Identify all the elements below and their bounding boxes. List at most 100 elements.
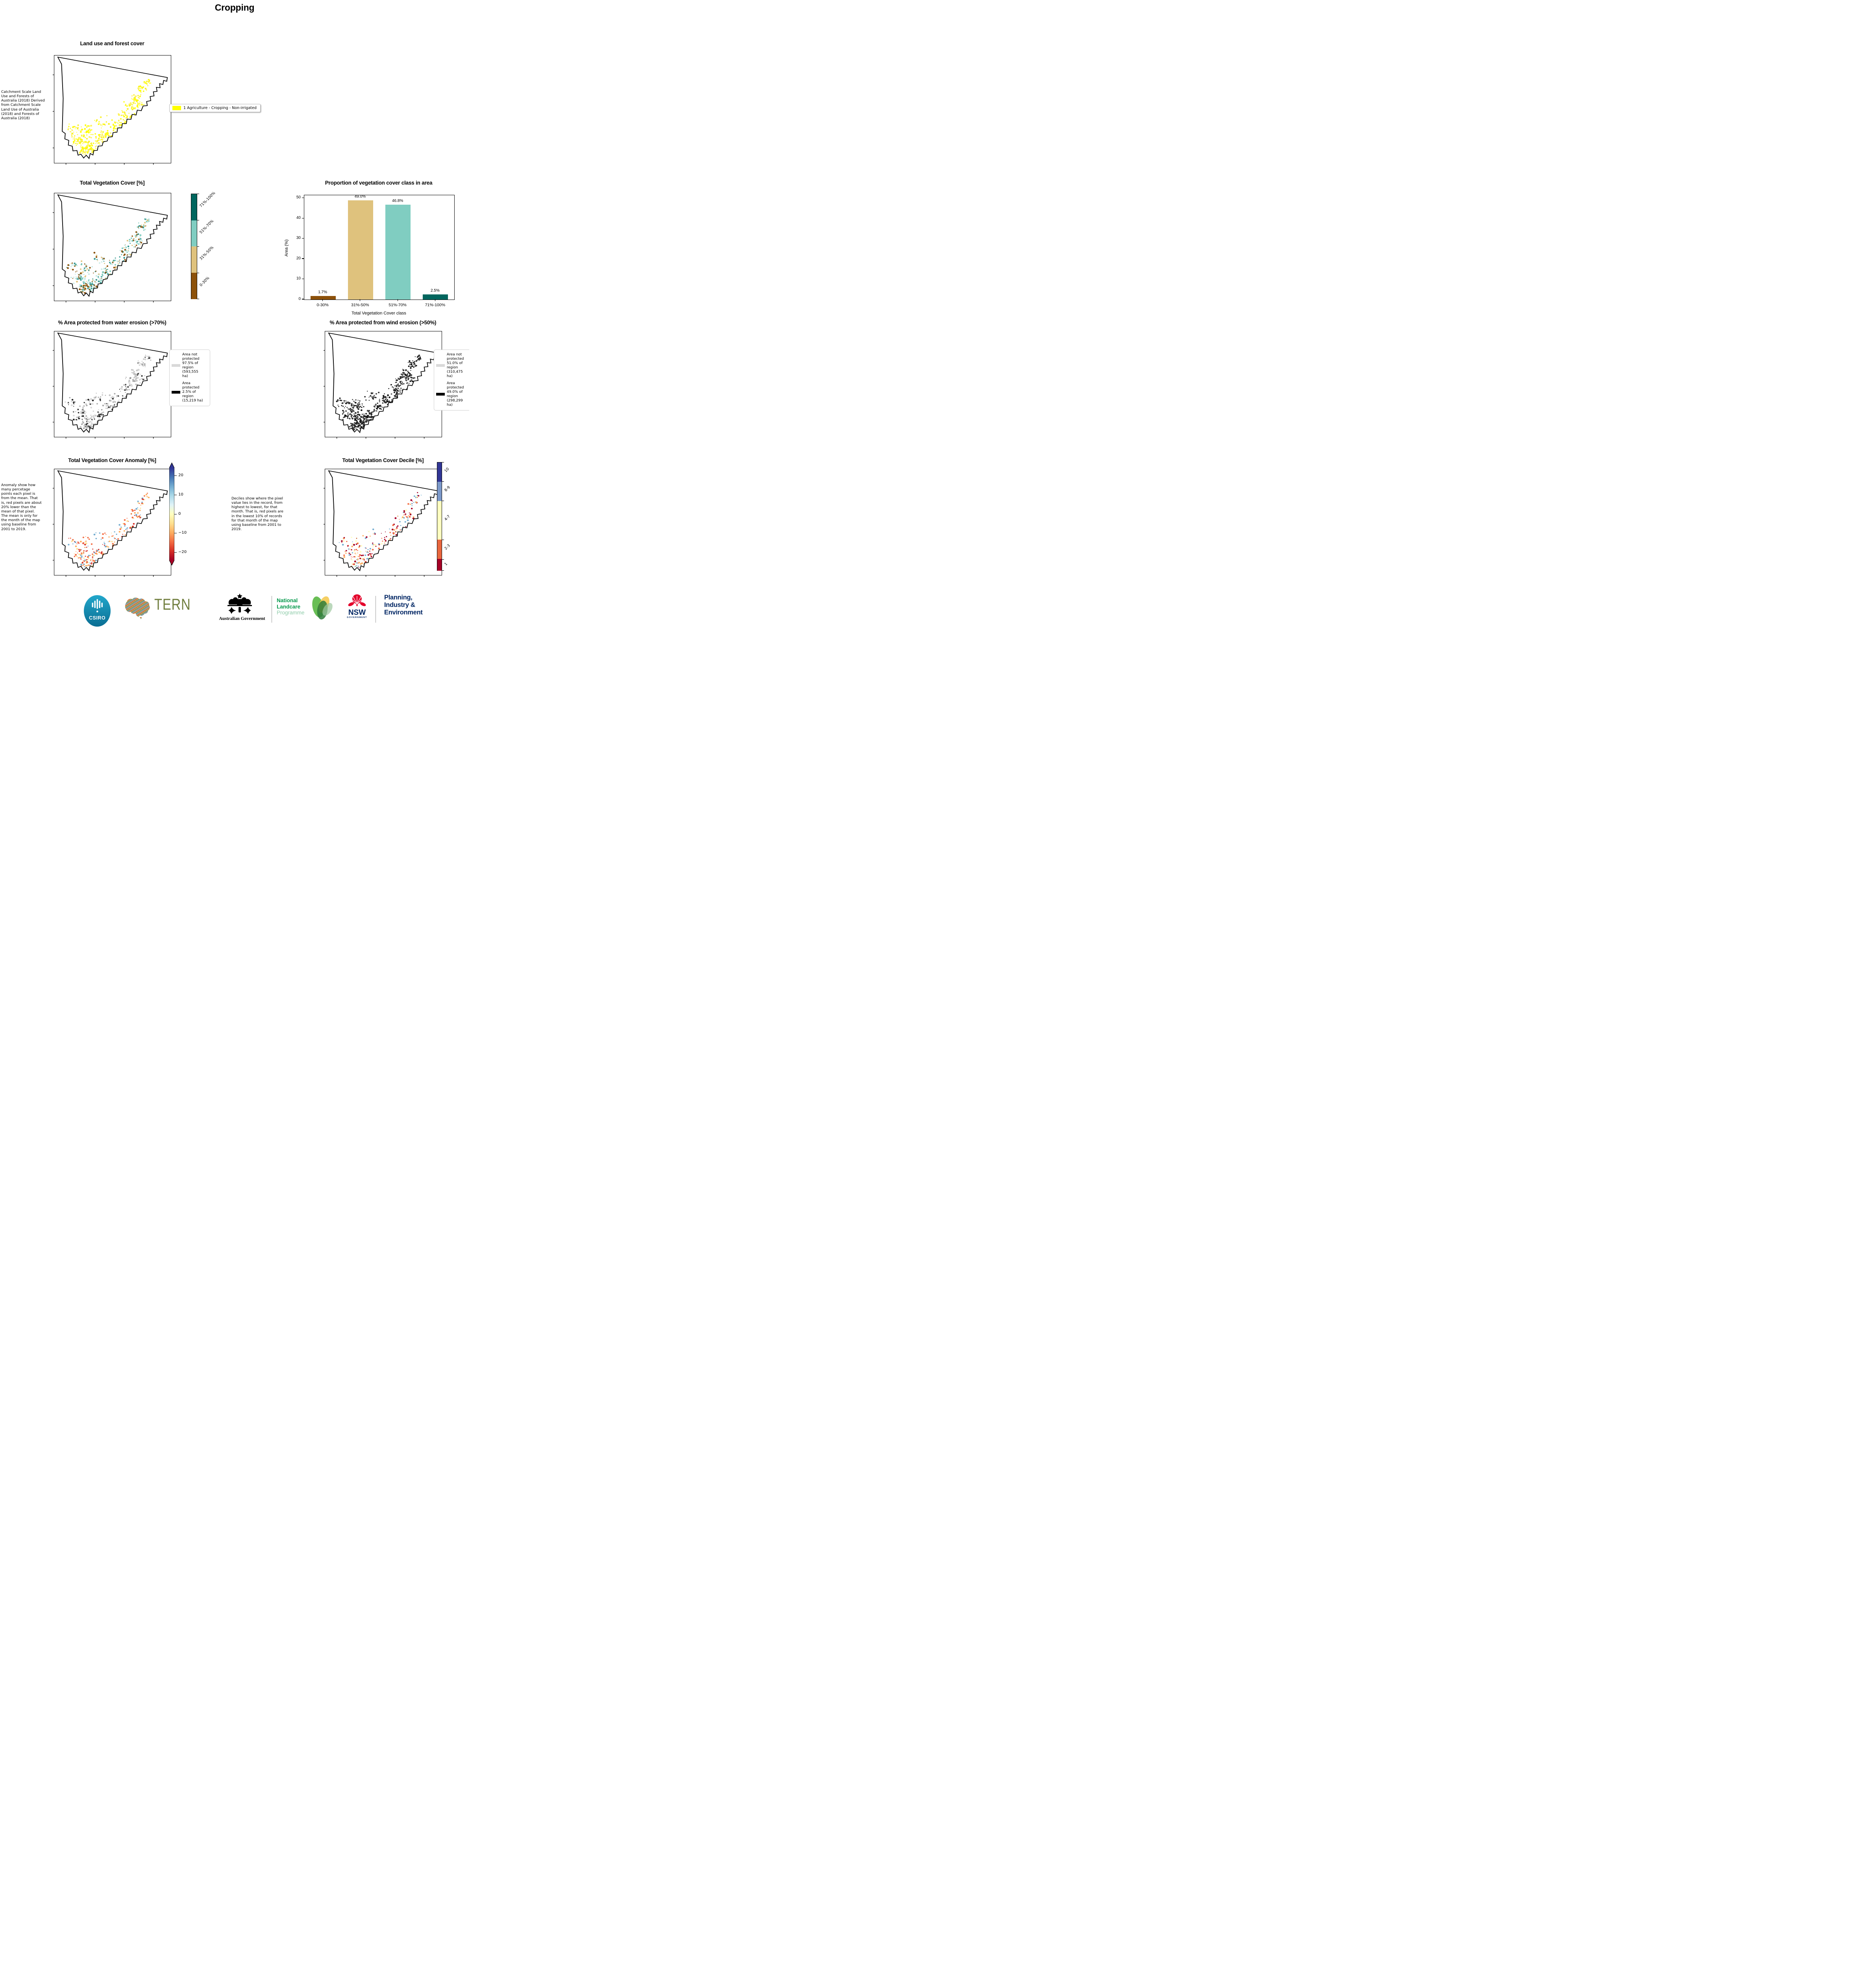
colorbar-tick-label: 20: [178, 473, 183, 477]
landcare-label-line3: Programme: [277, 610, 305, 616]
x-tick-label: 51%-70%: [389, 303, 407, 307]
legend-text: Area not protected 97.5% of region (593,…: [182, 353, 200, 378]
x-tick-label: 31%-50%: [351, 303, 369, 307]
legend-swatch: [436, 364, 445, 367]
colorbar-segment: [437, 481, 442, 501]
landuse-source-text: Catchment Scale Land Use and Forests of …: [1, 90, 45, 120]
barchart-xlabel: Total Vegetation Cover class: [352, 311, 406, 316]
bar: [348, 200, 373, 300]
decile-description: Deciles show where the pixel value lies …: [231, 497, 283, 532]
water-erosion-title: % Area protected from water erosion (>70…: [58, 320, 167, 326]
nsw-government-label: GOVERNMENT: [347, 616, 367, 619]
colorbar-tick: [197, 246, 199, 247]
legend-swatch: [172, 364, 180, 367]
y-tick-label: 40: [296, 215, 301, 220]
landcare-label-line1: National: [277, 597, 298, 603]
colorbar-segment: [191, 272, 197, 300]
colorbar-label: 2-3: [444, 543, 451, 551]
wind-erosion-title: % Area protected from wind erosion (>50%…: [329, 320, 437, 326]
bar-value-label: 2.5%: [430, 289, 440, 293]
y-tick-label: 0: [298, 296, 301, 301]
x-tick-label: 0-30%: [316, 303, 329, 307]
colorbar-segment: [191, 220, 197, 247]
y-tick-label: 50: [296, 195, 301, 200]
water-erosion-map: [52, 331, 171, 439]
landcare-leaves: [312, 596, 333, 620]
wind-erosion-legend: Area not protected 51.0% of region (310,…: [434, 350, 469, 411]
landuse-legend-label: 1 Agriculture - Cropping - Non-irrigated: [183, 106, 257, 110]
y-tick-label: 20: [296, 256, 301, 261]
colorbar-tick-label: 10: [178, 492, 183, 497]
wind-erosion-map-canvas: [323, 332, 439, 439]
bar-value-label: 1.7%: [318, 290, 327, 295]
anomaly-map-canvas: [52, 470, 168, 577]
wind-erosion-map: [323, 331, 442, 439]
colorbar-label: 4-7: [444, 514, 451, 522]
x-tick-mark: [322, 299, 323, 301]
anomaly-colorbar-gradient: [169, 462, 175, 566]
colorbar-tick-label: 0: [178, 511, 181, 516]
colorbar-tick: [442, 481, 444, 482]
decile-title: Total Vegetation Cover Decile [%]: [342, 457, 424, 463]
national-landcare-logo: National Landcare Programme: [277, 597, 305, 616]
vegcover-title: Total Vegetation Cover [%]: [80, 180, 145, 186]
legend-text: Area protected 49.0% of region (298,299 …: [447, 381, 464, 407]
decile-map-canvas: [323, 470, 439, 577]
landuse-legend-swatch: [172, 106, 181, 110]
colorbar-body: [437, 462, 442, 571]
anomaly-title: Total Vegetation Cover Anomaly [%]: [68, 457, 156, 463]
page-title: Cropping: [215, 2, 255, 13]
colorbar-tick: [442, 570, 444, 571]
colorbar-tick: [442, 559, 444, 560]
nsw-label: NSW: [348, 609, 366, 617]
colorbar-tick: [174, 475, 177, 476]
tern-logo: [122, 595, 154, 620]
planning-industry-environment-logo: Planning, Industry & Environment: [384, 594, 423, 616]
landuse-map: [52, 55, 171, 165]
landcare-leaf-icon: [307, 594, 335, 620]
barchart-plot: [304, 195, 455, 300]
colorbar-label: 8-9: [444, 485, 451, 493]
colorbar-segment: [437, 559, 442, 571]
barchart-ylabel: Area (%): [284, 239, 289, 257]
landcare-label-line2: Landcare: [277, 603, 301, 610]
legend-entry: Area not protected 51.0% of region (310,…: [436, 353, 469, 379]
y-tick-mark: [302, 258, 304, 259]
legend-entry: Area protected 2.5% of region (15,219 ha…: [172, 381, 208, 403]
report-page: Cropping Land use and forest cover Catch…: [0, 0, 469, 629]
legend-entry: Area protected 49.0% of region (298,299 …: [436, 381, 469, 407]
bar: [385, 205, 411, 300]
colorbar-tick-label: −20: [178, 550, 187, 554]
csiro-logo: CSIRO: [83, 595, 111, 627]
decile-colorbar: 10 8-9 4-7 2-3 1: [437, 462, 451, 571]
anomaly-map: [52, 469, 171, 577]
colorbar-label: 51%-70%: [199, 218, 215, 235]
tern-logo-label: TERN: [154, 596, 191, 613]
legend-text: Area not protected 51.0% of region (310,…: [447, 353, 464, 378]
colorbar-label: 10: [444, 466, 450, 473]
dept-label-line1: Planning,: [384, 594, 413, 601]
australian-government-crest-icon: [228, 594, 252, 614]
tern-australia-icon: [125, 597, 150, 619]
colorbar-tick: [174, 552, 177, 553]
colorbar-tick-label: −10: [178, 531, 187, 535]
colorbar-segment: [191, 246, 197, 273]
decile-map: [323, 469, 442, 577]
nsw-government-logo: NSW GOVERNMENT: [344, 594, 370, 619]
legend-entry: Area not protected 97.5% of region (593,…: [172, 353, 208, 379]
y-tick-label: 10: [296, 276, 301, 281]
nsw-waratah-icon: [348, 594, 366, 606]
colorbar-label: 1: [444, 561, 449, 566]
australian-government-crest: [223, 593, 257, 616]
vegcover-colorbar: 71%-100% 51%-70% 31%-50% 0-30%: [191, 191, 216, 300]
australian-government-label: Australian Government: [219, 616, 265, 621]
landuse-legend: 1 Agriculture - Cropping - Non-irrigated: [169, 104, 261, 112]
vegcover-map: [52, 193, 171, 303]
legend-swatch: [172, 390, 180, 394]
y-tick-label: 30: [296, 236, 301, 240]
x-tick-label: 71%-100%: [425, 303, 446, 307]
anomaly-colorbar: 20 10 0 −10 −20: [169, 462, 187, 566]
colorbar-label: 0-30%: [199, 276, 211, 287]
y-tick-mark: [302, 238, 304, 239]
bar: [423, 294, 448, 300]
